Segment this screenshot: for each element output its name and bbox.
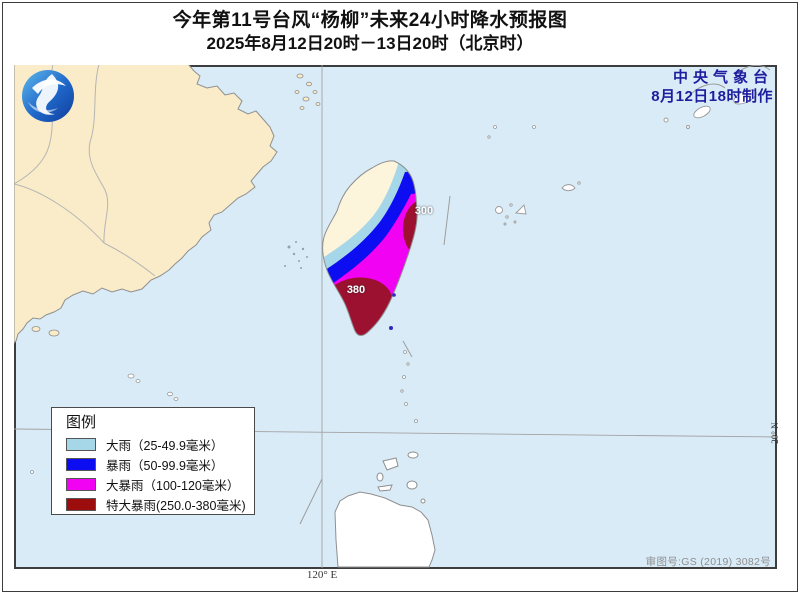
mainland-china-landmass — [14, 65, 278, 344]
map-license-number: 审图号:GS (2019) 3082号 — [645, 556, 771, 568]
legend-label: 特大暴雨(250.0-380毫米) — [106, 499, 246, 513]
batanes-islands — [400, 350, 418, 423]
map-subtitle: 2025年8月12日20时－13日20时（北京时） — [206, 34, 534, 53]
swatch-severe-rainstorm — [66, 498, 96, 511]
coastal-islands — [31, 73, 321, 337]
orchid-island — [389, 326, 393, 330]
offshore-islands — [30, 125, 536, 474]
blob-severe-south — [327, 277, 394, 336]
cma-logo-icon — [22, 70, 74, 122]
map-drawing — [14, 65, 777, 568]
title-block: 今年第11号台风“杨柳”未来24小时降水预报图 2025年8月12日20时－13… — [0, 9, 740, 54]
luzon-island — [334, 451, 436, 568]
legend: 图例 大雨（25-49.9毫米） 暴雨（50-99.9毫米） 大暴雨（100-1… — [51, 407, 255, 515]
taiwan-coast-outline — [322, 160, 418, 336]
agency-issued-time: 8月12日18时制作 — [651, 88, 773, 105]
legend-row-severe-rainstorm: 特大暴雨(250.0-380毫米) — [66, 495, 254, 514]
legend-row-rainstorm: 暴雨（50-99.9毫米） — [66, 455, 254, 474]
longitude-label: 120° E — [306, 569, 338, 581]
legend-row-heavy-rainstorm: 大暴雨（100-120毫米） — [66, 475, 254, 494]
agency-name: 中央气象台 — [672, 69, 773, 86]
swatch-heavy-rain — [66, 438, 96, 451]
map-title: 今年第11号台风“杨柳”未来24小时降水预报图 — [172, 10, 568, 31]
agency-block: 中央气象台 8月12日18时制作 — [651, 68, 773, 106]
maritime-boundary-lines — [299, 195, 451, 525]
legend-row-heavy-rain: 大雨（25-49.9毫米） — [66, 435, 254, 454]
latitude-label: 20° N — [770, 422, 780, 444]
legend-title: 图例 — [66, 414, 97, 431]
legend-label: 大暴雨（100-120毫米） — [106, 479, 240, 493]
legend-label: 大雨（25-49.9毫米） — [106, 439, 224, 453]
miyako-islands — [495, 181, 581, 226]
penghu-islands — [284, 241, 308, 269]
swatch-rainstorm — [66, 458, 96, 471]
swatch-heavy-rainstorm — [66, 478, 96, 491]
rainfall-label-300: 300 — [414, 205, 434, 217]
ryukyu-islands — [663, 65, 771, 129]
rainfall-label-380: 380 — [346, 284, 366, 296]
green-island — [392, 293, 396, 297]
legend-label: 暴雨（50-99.9毫米） — [106, 459, 224, 473]
